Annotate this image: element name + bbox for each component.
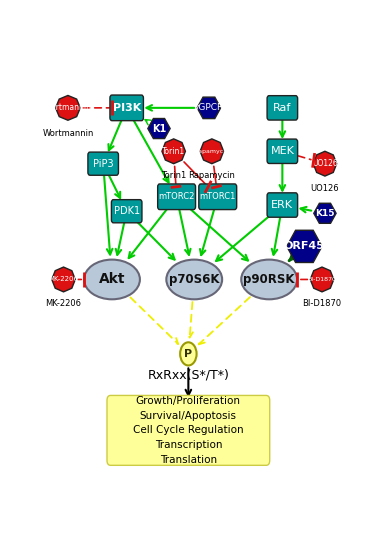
FancyBboxPatch shape: [88, 152, 119, 175]
Text: ORF45: ORF45: [284, 241, 325, 251]
Ellipse shape: [84, 259, 140, 299]
Polygon shape: [162, 139, 185, 164]
Text: BI-D1870: BI-D1870: [308, 277, 337, 282]
Text: Growth/Proliferation
Survival/Apoptosis
Cell Cycle Regulation
Transcription
Tran: Growth/Proliferation Survival/Apoptosis …: [133, 396, 244, 465]
Polygon shape: [52, 267, 75, 292]
Polygon shape: [148, 119, 170, 139]
Text: MK-2206: MK-2206: [45, 299, 81, 308]
Text: Torin1: Torin1: [162, 147, 185, 156]
Text: UO126: UO126: [311, 184, 339, 193]
FancyBboxPatch shape: [111, 200, 142, 223]
FancyBboxPatch shape: [107, 395, 270, 466]
FancyBboxPatch shape: [158, 184, 196, 209]
Text: p70S6K: p70S6K: [169, 273, 219, 286]
Text: PiP3: PiP3: [93, 158, 113, 169]
Text: MK-2206: MK-2206: [49, 277, 78, 282]
Text: K1: K1: [152, 124, 166, 134]
Text: MEK: MEK: [271, 146, 294, 156]
Polygon shape: [313, 151, 337, 176]
Text: PDK1: PDK1: [114, 206, 140, 216]
Text: Akt: Akt: [99, 272, 125, 286]
Text: p90RSK: p90RSK: [243, 273, 295, 286]
Text: BI-D1870: BI-D1870: [302, 299, 341, 308]
Polygon shape: [287, 230, 322, 263]
Polygon shape: [197, 97, 221, 119]
Text: Wortmannin: Wortmannin: [44, 103, 91, 112]
Text: Rapamycin: Rapamycin: [194, 149, 229, 154]
Text: Raf: Raf: [273, 103, 291, 113]
Text: mTORC1: mTORC1: [200, 192, 236, 201]
Text: vGPCR: vGPCR: [194, 103, 224, 112]
FancyBboxPatch shape: [110, 95, 143, 121]
FancyBboxPatch shape: [199, 184, 236, 209]
Text: RxRxx(S*/T*): RxRxx(S*/T*): [147, 369, 229, 382]
Text: mTORC2: mTORC2: [158, 192, 195, 201]
Text: Rapamycin: Rapamycin: [188, 171, 235, 180]
Ellipse shape: [166, 259, 222, 299]
FancyBboxPatch shape: [267, 96, 298, 120]
Text: Wortmannin: Wortmannin: [42, 128, 94, 137]
FancyBboxPatch shape: [267, 193, 298, 217]
Polygon shape: [200, 139, 224, 164]
Text: PI3K: PI3K: [113, 103, 141, 113]
Polygon shape: [56, 96, 80, 120]
Text: P: P: [184, 349, 193, 359]
Polygon shape: [310, 267, 334, 292]
Circle shape: [180, 342, 197, 366]
Text: Torin1: Torin1: [161, 171, 186, 180]
Text: ERK: ERK: [271, 200, 293, 210]
Polygon shape: [314, 204, 336, 223]
Ellipse shape: [241, 259, 297, 299]
Text: K15: K15: [315, 209, 335, 218]
Text: UO126: UO126: [312, 159, 338, 168]
FancyBboxPatch shape: [267, 139, 298, 163]
